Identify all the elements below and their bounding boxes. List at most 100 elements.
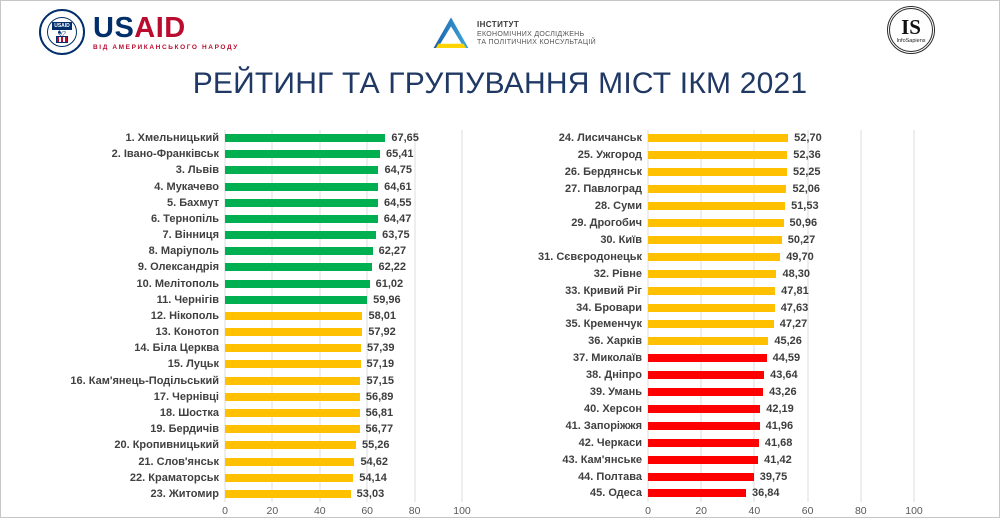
bar <box>648 455 759 464</box>
bar-value-label: 42,19 <box>766 402 794 415</box>
bar <box>225 328 363 337</box>
bar-plot: 44,59 <box>648 352 914 364</box>
usaid-seal-stripes <box>56 36 68 43</box>
bar-row: 38. Дніпро 43,64 <box>501 367 991 384</box>
bar-value-label: 47,63 <box>780 301 809 314</box>
bar-value-label: 47,81 <box>781 284 809 297</box>
bar <box>225 473 354 482</box>
bar-row-label: 34. Бровари <box>576 301 642 314</box>
bar-row-label: 32. Рівне <box>593 267 642 280</box>
bar <box>225 198 378 207</box>
bar <box>225 360 361 369</box>
bar <box>648 404 761 413</box>
bar <box>225 247 373 256</box>
bar-row-label: 26. Бердянськ <box>564 166 642 179</box>
usaid-tagline: ВІД АМЕРИКАНСЬКОГО НАРОДУ <box>93 43 239 51</box>
bar <box>648 421 760 430</box>
bar-plot: 58,01 <box>225 310 462 322</box>
bar <box>648 134 789 143</box>
bar-value-label: 62,27 <box>378 245 407 258</box>
bar-row-label: 19. Бердичів <box>150 423 219 436</box>
bar-plot: 48,30 <box>648 268 914 280</box>
bar-value-label: 51,53 <box>791 200 819 213</box>
bar-plot: 64,61 <box>225 181 462 193</box>
bar-value-label: 52,36 <box>793 149 821 162</box>
bar-plot: 49,70 <box>648 251 914 263</box>
bar-value-label: 57,39 <box>367 342 395 355</box>
bar-plot: 47,81 <box>648 285 914 297</box>
x-axis-tick-label: 60 <box>361 505 374 517</box>
bar-rows: 24. Лисичанськ 52,70 25. Ужгород 52,36 2… <box>501 130 991 502</box>
bar-row-label: 45. Одеса <box>590 487 642 500</box>
ier-triangle-icon <box>433 17 469 48</box>
bar-row: 37. Миколаїв 44,59 <box>501 350 991 367</box>
bar-row: 16. Кам'янець-Подільський 57,15 <box>11 373 491 389</box>
bar-value-label: 53,03 <box>356 487 385 500</box>
bar-row-label: 8. Маріуполь <box>148 245 219 258</box>
bar-row: 43. Кам'янське 41,42 <box>501 451 991 468</box>
bar <box>648 489 746 498</box>
bar-row: 20. Кропивницький 55,26 <box>11 437 491 453</box>
bar-value-label: 54,62 <box>360 455 388 468</box>
bar-value-label: 65,41 <box>386 148 414 161</box>
bar-row: 28. Суми 51,53 <box>501 198 991 215</box>
bar-row-label: 41. Запоріжжя <box>565 419 642 432</box>
bar-value-label: 43,26 <box>769 386 797 399</box>
bar <box>648 472 754 481</box>
bar-plot: 57,92 <box>225 326 462 338</box>
bar-row-label: 12. Нікополь <box>150 309 219 322</box>
bar-row: 34. Бровари 47,63 <box>501 299 991 316</box>
bar-row: 32. Рівне 48,30 <box>501 265 991 282</box>
bar-row-label: 28. Суми <box>594 200 642 213</box>
bar-value-label: 50,96 <box>789 216 818 229</box>
bar-row-label: 13. Конотоп <box>155 326 219 339</box>
bar-row-label: 15. Луцьк <box>167 358 219 371</box>
bar-row: 21. Слов'янськ 54,62 <box>11 453 491 469</box>
bar-row: 12. Нікополь 58,01 <box>11 308 491 324</box>
bar-row: 3. Львів 64,75 <box>11 162 491 178</box>
bar-value-label: 59,96 <box>373 293 401 306</box>
bar-plot: 56,89 <box>225 391 462 403</box>
bar-row: 25. Ужгород 52,36 <box>501 147 991 164</box>
bar-row-label: 9. Олександрія <box>137 261 219 274</box>
bar <box>648 371 765 380</box>
bar-value-label: 67,65 <box>391 132 419 145</box>
bar-value-label: 52,06 <box>792 183 820 196</box>
x-axis-tick-label: 40 <box>748 505 761 517</box>
bar-value-label: 64,55 <box>383 196 412 209</box>
bar-row: 5. Бахмут 64,55 <box>11 195 491 211</box>
bar-plot: 57,15 <box>225 375 462 387</box>
bar-row: 22. Краматорськ 54,14 <box>11 470 491 486</box>
bar-row-label: 21. Слов'янськ <box>138 455 219 468</box>
bar-row-label: 14. Біла Церква <box>134 342 219 355</box>
bar-plot: 52,36 <box>648 149 914 161</box>
bar-value-label: 56,77 <box>365 423 394 436</box>
bar-value-label: 58,01 <box>368 309 396 322</box>
bar-plot: 64,55 <box>225 197 462 209</box>
bar-value-label: 57,19 <box>366 358 395 371</box>
x-axis-tick-label: 0 <box>645 505 651 517</box>
infosapiens-logo: IS InfoSapiens <box>887 6 935 54</box>
bar-row: 44. Полтава 39,75 <box>501 468 991 485</box>
bar-plot: 56,81 <box>225 407 462 419</box>
x-axis-tick-label: 60 <box>801 505 814 517</box>
bar-value-label: 61,02 <box>375 277 404 290</box>
bar-row-label: 43. Кам'янське <box>562 453 642 466</box>
gridline <box>913 130 915 502</box>
bar-plot: 39,75 <box>648 471 914 483</box>
bar <box>648 218 784 227</box>
bar <box>648 303 775 312</box>
bar-row: 19. Бердичів 56,77 <box>11 421 491 437</box>
usaid-wordmark-aid: AID <box>134 11 186 44</box>
bar-plot: 41,68 <box>648 437 914 449</box>
bar-row-label: 37. Миколаїв <box>572 352 642 365</box>
bar-plot: 64,47 <box>225 213 462 225</box>
bar <box>225 150 381 159</box>
bar-row: 42. Черкаси 41,68 <box>501 434 991 451</box>
bar-row: 40. Херсон 42,19 <box>501 401 991 418</box>
bar <box>648 320 774 329</box>
bar-value-label: 56,89 <box>365 390 394 403</box>
bar-row: 36. Харків 45,26 <box>501 333 991 350</box>
bar-row: 4. Мукачево 64,61 <box>11 179 491 195</box>
bar-row-label: 35. Кременчук <box>565 318 642 331</box>
